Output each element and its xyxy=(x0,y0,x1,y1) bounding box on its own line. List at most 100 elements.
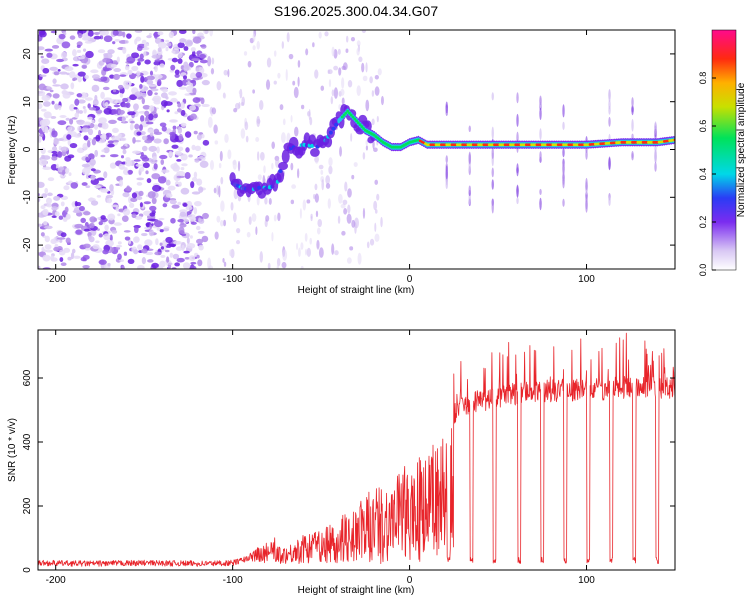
spectrogram-noise-cell xyxy=(85,174,90,179)
spectrogram-noise-cell xyxy=(94,124,99,130)
spectrogram-noise-cell xyxy=(101,133,107,141)
spectrogram-noise-cell xyxy=(62,92,71,99)
spectrogram-noise-cell xyxy=(369,238,375,246)
spectrogram-noise-cell xyxy=(109,154,119,158)
spectrogram-noise-cell xyxy=(116,56,120,63)
spectrogram-noise-cell xyxy=(98,233,103,238)
spectrogram-noise-cell xyxy=(107,213,116,221)
spectrogram-noise-cell xyxy=(92,244,100,250)
spectrogram-spread-cell xyxy=(562,198,565,207)
spectrogram-noise-cell xyxy=(176,170,186,176)
spectrogram-noise-cell xyxy=(347,204,351,214)
spectrogram-noise-cell xyxy=(374,233,380,242)
spectrogram-noise-cell xyxy=(161,169,170,174)
spectrogram-noise-cell xyxy=(297,60,301,68)
spectrogram-noise-cell xyxy=(99,31,106,36)
spectrogram-noise-cell xyxy=(87,103,91,109)
spectrogram-noise-cell xyxy=(167,262,173,266)
spectrogram-noise-cell xyxy=(100,91,105,100)
spectrogram-noise-cell xyxy=(233,188,238,200)
spectrogram-noise-cell xyxy=(41,58,50,64)
spectrogram-spread-cell xyxy=(516,131,519,144)
spectrogram-noise-cell xyxy=(354,217,359,229)
spectrogram-noise-cell xyxy=(126,33,132,39)
spectrogram-noise-cell xyxy=(38,159,48,166)
spectrogram-noise-cell xyxy=(171,204,180,209)
spectrogram-noise-cell xyxy=(47,177,55,182)
spectrogram-noise-cell xyxy=(320,169,324,175)
spectrogram-noise-cell xyxy=(81,36,91,41)
spectrogram-noise-cell xyxy=(209,30,214,37)
spectrogram-noise-cell xyxy=(374,179,379,185)
spectrogram-noise-cell xyxy=(263,165,266,174)
ridge-cell xyxy=(276,169,285,183)
spectrogram-noise-cell xyxy=(98,129,102,137)
spectrogram-noise-cell xyxy=(100,154,106,158)
spectrogram-noise-cell xyxy=(259,251,263,263)
spectrogram-noise-cell xyxy=(195,67,200,72)
spectrogram-noise-cell xyxy=(156,146,160,154)
spectrogram-noise-cell xyxy=(358,56,363,63)
spectrogram-noise-cell xyxy=(118,179,124,187)
spectrogram-noise-cell xyxy=(189,105,197,111)
spectrogram-noise-cell xyxy=(136,181,143,186)
spectrogram-noise-cell xyxy=(177,201,182,206)
spectrogram-noise-cell xyxy=(153,113,158,119)
spectrogram-noise-cell xyxy=(344,181,348,192)
spectrogram-noise-cell xyxy=(310,213,313,219)
spectrogram-noise-cell xyxy=(83,243,91,249)
ridge-cell xyxy=(310,148,320,157)
x-tick-label: -200 xyxy=(46,274,66,285)
spectrogram-noise-cell xyxy=(333,65,339,71)
spectrogram-noise-cell xyxy=(293,86,299,99)
spectrogram-noise-cell xyxy=(41,94,51,102)
spectrogram-noise-cell xyxy=(70,82,75,90)
spectrogram-noise-cell xyxy=(376,193,380,201)
spectrogram-noise-cell xyxy=(166,256,170,263)
spectrogram-noise-cell xyxy=(82,258,87,262)
ridge-core xyxy=(346,109,350,113)
spectrogram-noise-cell xyxy=(176,108,182,113)
spectrogram-noise-cell xyxy=(297,168,300,179)
spectrogram-noise-cell xyxy=(96,177,105,181)
spectrogram-noise-cell xyxy=(145,251,154,256)
spectrogram-noise-cell xyxy=(148,105,155,112)
colorbar-label: Normalized spectral amplitude xyxy=(736,82,747,217)
spectrogram-noise-cell xyxy=(362,152,366,160)
spectrogram-noise-cell xyxy=(140,152,144,157)
spectrogram-noise-cell xyxy=(69,35,76,40)
ridge-core xyxy=(328,130,333,135)
ridge-core xyxy=(331,126,336,131)
spectrogram-noise-cell xyxy=(136,196,143,201)
spectrogram-noise-cell xyxy=(340,88,345,96)
spectrogram-noise-cell xyxy=(178,30,187,34)
spectrogram-noise-cell xyxy=(103,171,108,179)
spectrogram-noise-cell xyxy=(316,227,321,235)
spectrogram-noise-cell xyxy=(134,215,143,220)
spectrogram-noise-cell xyxy=(189,235,193,239)
spectrogram-noise-cell xyxy=(146,178,152,184)
spectrogram-noise-cell xyxy=(52,78,57,84)
spectrogram-noise-cell xyxy=(246,231,251,238)
spectrogram-noise-cell xyxy=(122,149,127,155)
spectrogram-noise-cell xyxy=(91,84,100,93)
colorbar-tick-label: 0.2 xyxy=(698,216,708,229)
spectrogram-noise-cell xyxy=(266,57,272,68)
spectrogram-noise-cell xyxy=(60,232,67,238)
x-tick-label: 100 xyxy=(578,274,595,285)
spectrogram-noise-cell xyxy=(347,79,353,88)
spectrogram-noise-cell xyxy=(229,249,232,257)
spectrogram-noise-cell xyxy=(306,247,311,257)
spectrogram-spread-cell xyxy=(539,199,542,207)
y-tick-label: 400 xyxy=(22,433,33,450)
spectrogram-noise-cell xyxy=(201,133,205,139)
spectrogram-noise-cell xyxy=(139,53,144,60)
spectrogram-noise-cell xyxy=(61,169,66,176)
spectrogram-noise-cell xyxy=(294,126,299,137)
spectrogram-noise-cell xyxy=(341,77,345,89)
spectrogram-spread-cell xyxy=(516,113,519,127)
spectrogram-noise-cell xyxy=(38,30,47,38)
spectrogram-noise-cell xyxy=(214,140,219,145)
spectrogram-noise-cell xyxy=(50,255,55,261)
spectrogram-noise-cell xyxy=(309,116,313,126)
